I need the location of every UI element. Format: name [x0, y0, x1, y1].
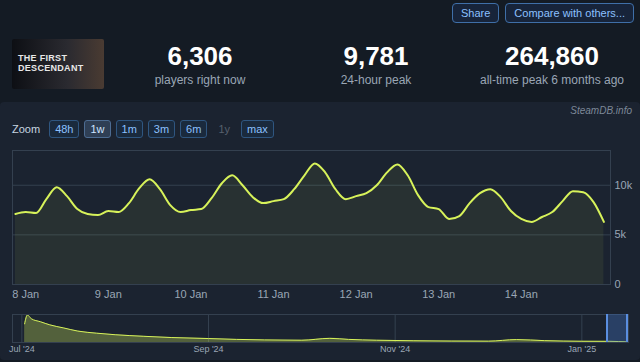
svg-text:10k: 10k — [615, 179, 633, 191]
html-text:48h: 48h — [55, 123, 74, 135]
svg-text:8 Jan: 8 Jan — [12, 288, 39, 300]
svg-text:5k: 5k — [615, 228, 627, 240]
svg-text:13 Jan: 13 Jan — [422, 288, 455, 300]
svg-text:12 Jan: 12 Jan — [340, 288, 373, 300]
svg-text:Jul '24: Jul '24 — [9, 344, 35, 354]
svg-text:Jan '25: Jan '25 — [567, 344, 596, 354]
html-text:3m: 3m — [153, 123, 170, 135]
svg-text:0: 0 — [615, 278, 621, 290]
html-text:9,781: 9,781 — [343, 41, 409, 71]
svg-text:11 Jan: 11 Jan — [257, 288, 289, 300]
svg-text:14 Jan: 14 Jan — [505, 288, 538, 300]
html-text:264,860: 264,860 — [505, 41, 599, 71]
html-text:all-time peak 6 months ago: all-time peak 6 months ago — [480, 73, 624, 87]
html-text:SteamDB.info: SteamDB.info — [570, 105, 632, 116]
html-text:24-hour peak: 24-hour peak — [340, 73, 412, 87]
html-text:Zoom: Zoom — [12, 123, 41, 135]
html-text:1y: 1y — [218, 123, 230, 135]
svg-text:9 Jan: 9 Jan — [95, 288, 122, 300]
svg-text:10 Jan: 10 Jan — [174, 288, 207, 300]
html-text:Share: Share — [461, 7, 491, 19]
html-text:THE FIRST DESCENDANT: THE FIRST DESCENDANT — [18, 53, 84, 73]
svg-text:Nov '24: Nov '24 — [380, 344, 410, 354]
html-text:6m: 6m — [186, 123, 202, 135]
html-text:6,306: 6,306 — [167, 41, 233, 71]
html-text:max: max — [247, 123, 268, 135]
html-text:players right now: players right now — [154, 73, 246, 87]
html-text:1w: 1w — [90, 123, 105, 135]
html-text:Compare with others...: Compare with others... — [514, 7, 625, 19]
svg-text:Sep '24: Sep '24 — [193, 344, 223, 354]
html-text:1m: 1m — [121, 123, 137, 135]
